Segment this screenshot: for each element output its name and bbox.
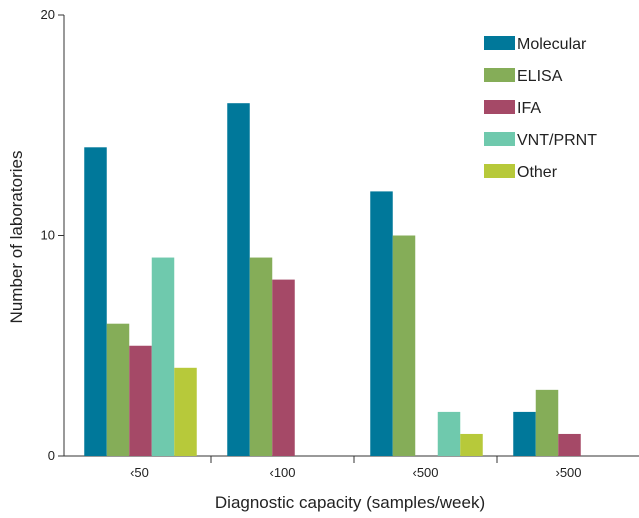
y-tick-label: 10	[41, 228, 55, 243]
legend-swatch	[484, 164, 515, 178]
bar	[129, 345, 152, 456]
y-tick-label: 0	[48, 448, 55, 463]
bar	[437, 411, 461, 456]
x-axis-title: Diagnostic capacity (samples/week)	[215, 493, 485, 512]
bar	[513, 411, 536, 456]
bars	[84, 103, 581, 457]
y-axis: 0 10 20	[41, 7, 65, 463]
legend-label: VNT/PRNT	[517, 132, 597, 149]
bar	[106, 323, 130, 456]
legend-label: IFA	[517, 100, 541, 117]
bar	[227, 103, 250, 456]
y-axis-title: Number of laboratories	[7, 151, 26, 324]
legend-swatch	[484, 36, 515, 50]
legend-swatch	[484, 132, 515, 146]
legend: Molecular ELISA IFA VNT/PRNT Other	[484, 36, 597, 181]
bar	[151, 257, 175, 456]
x-tick-label: ›500	[555, 465, 581, 480]
bar	[460, 433, 483, 456]
legend-label: Molecular	[517, 36, 587, 53]
x-tick-label: ‹100	[269, 465, 295, 480]
y-tick-label: 20	[41, 7, 55, 22]
x-tick-label: ‹500	[412, 465, 438, 480]
bar	[535, 389, 559, 456]
x-tick-label: ‹50	[130, 465, 149, 480]
bar	[272, 279, 295, 456]
bar	[84, 147, 107, 457]
legend-swatch	[484, 100, 515, 114]
x-axis: ‹50 ‹100 ‹500 ›500	[64, 455, 639, 480]
legend-label: ELISA	[517, 68, 563, 85]
bar	[174, 367, 197, 456]
legend-swatch	[484, 68, 515, 82]
bar	[370, 191, 393, 456]
bar	[558, 433, 581, 456]
bar	[392, 235, 416, 456]
bar	[249, 257, 273, 456]
legend-label: Other	[517, 164, 558, 181]
